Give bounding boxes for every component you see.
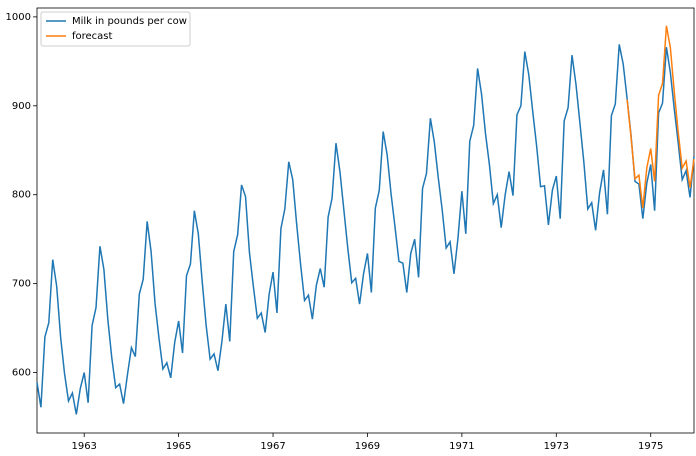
x-tick-label: 1971 [449,441,474,452]
y-tick-label: 600 [12,368,31,379]
data-line [36,44,695,415]
x-tick-label: 1969 [355,441,380,452]
data-line [626,25,695,209]
y-tick-label: 800 [12,190,31,201]
x-tick-label: 1973 [544,441,569,452]
legend-label: Milk in pounds per cow [72,16,187,27]
legend-box [40,11,191,47]
y-tick-label: 900 [12,101,31,112]
legend-label: forecast [72,31,113,42]
y-tick-label: 700 [12,279,31,290]
x-tick-label: 1963 [71,441,96,452]
plot-frame [36,7,695,434]
x-tick-label: 1965 [166,441,191,452]
x-tick-label: 1975 [638,441,663,452]
x-tick-label: 1967 [260,441,285,452]
y-tick-label: 1000 [6,12,31,23]
